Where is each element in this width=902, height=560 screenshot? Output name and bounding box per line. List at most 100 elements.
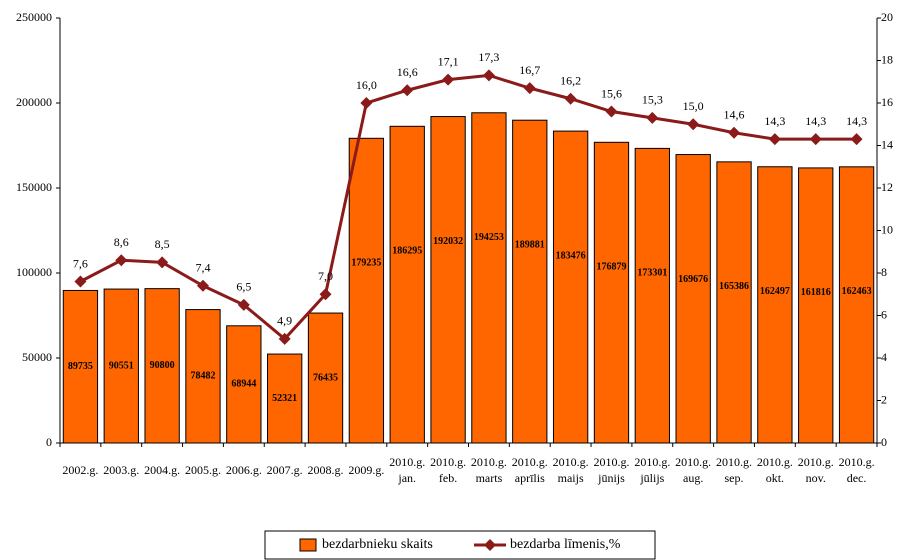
x-tick-label-line: aug. (683, 471, 703, 485)
bar-value-label: 176879 (596, 262, 626, 273)
bar (389, 125, 425, 444)
bar-value-label: 89735 (68, 361, 93, 372)
x-tick-label: 2005.g. (185, 463, 221, 477)
y-tick-label: 100000 (16, 265, 52, 279)
y-tick-label: 0 (46, 435, 52, 449)
line-value-label: 8,6 (114, 235, 129, 249)
bar-value-label: 76435 (313, 372, 338, 383)
x-tick-label-line: 2010.g. (675, 455, 711, 469)
line-marker (523, 82, 536, 95)
line-value-label: 14,3 (764, 114, 785, 128)
bar (267, 353, 303, 444)
bar (62, 289, 99, 444)
line-value-label: 16,0 (356, 78, 377, 92)
y-tick-label: 50000 (22, 350, 52, 364)
line-marker (564, 92, 577, 105)
bar-value-label: 52321 (272, 393, 297, 404)
bar (103, 288, 139, 444)
bar (634, 147, 670, 444)
x-tick-label: 2004.g. (144, 463, 180, 477)
bar-value-label: 90551 (109, 360, 134, 371)
bar (430, 116, 466, 444)
x-tick-label: 2006.g. (226, 463, 262, 477)
bar-value-label: 165386 (719, 281, 749, 292)
line-value-label: 17,1 (438, 54, 459, 68)
legend-box (264, 530, 656, 560)
line-value-label: 14,3 (805, 114, 826, 128)
line-marker (442, 73, 455, 86)
bar-value-label: 162497 (760, 286, 790, 297)
bar-value-label: 68944 (231, 379, 256, 390)
line-value-label: 4,9 (277, 314, 292, 328)
x-tick-label-line: 2010.g. (512, 455, 548, 469)
y2-tick-label: 10 (881, 222, 893, 236)
x-tick-label: 2008.g. (308, 463, 344, 477)
line-marker (237, 298, 250, 311)
y2-tick-label: 2 (881, 392, 887, 406)
x-tick-label: 2010.g. jūlijs (634, 455, 670, 485)
x-tick-label-line: jūnijs (597, 471, 625, 485)
line-marker (482, 69, 495, 82)
bar (552, 130, 589, 444)
bar-value-label: 194253 (474, 232, 504, 243)
legend-marker (484, 539, 496, 551)
bar-value-label: 90800 (150, 360, 175, 371)
x-tick-label: 2010.g. maijs (553, 455, 589, 485)
line-value-label: 15,6 (601, 86, 622, 100)
legend-swatch (299, 538, 317, 552)
line-marker (196, 279, 209, 292)
y-tick-label: 250000 (16, 10, 52, 24)
x-tick-label: 2010.g. marts (471, 455, 507, 485)
bar-value-label: 173301 (637, 268, 667, 279)
line-marker (401, 84, 414, 97)
line-value-label: 16,7 (519, 63, 540, 77)
bar-value-label: 161816 (801, 287, 831, 298)
x-tick-label-line: 2010.g. (798, 455, 834, 469)
y2-tick-label: 18 (881, 52, 893, 66)
line-marker (646, 111, 659, 124)
x-tick-label: 2010.g. nov. (798, 455, 834, 485)
bar (675, 154, 711, 444)
bar (185, 309, 221, 444)
line-value-label: 7,4 (195, 261, 210, 275)
line-marker (850, 133, 863, 146)
x-tick-label-line: dec. (847, 471, 867, 485)
line-value-label: 15,3 (642, 93, 663, 107)
line (79, 73, 857, 341)
x-tick-label-line: 2010.g. (553, 455, 589, 469)
x-tick-label-line: maijs (558, 471, 584, 485)
line-marker (809, 133, 822, 146)
x-tick-label-line: 2010.g. (471, 455, 507, 469)
line-marker (768, 133, 781, 146)
x-tick-label-line: 2010.g. (716, 455, 752, 469)
line-marker (319, 288, 332, 301)
line-marker (115, 254, 128, 267)
x-tick-label-line: 2010.g. (757, 455, 793, 469)
x-tick-label-line: 2010.g. (430, 455, 466, 469)
line-value-label: 15,0 (683, 99, 704, 113)
legend-label: bezdarba līmenis,% (510, 537, 621, 552)
x-tick-label-line: okt. (766, 471, 784, 485)
x-tick-label: 2010.g. jan. (389, 455, 425, 485)
bar-value-label: 189881 (515, 239, 545, 250)
line-value-label: 7,6 (73, 256, 88, 270)
x-tick-label: 2010.g. aug. (675, 455, 711, 485)
bar (348, 137, 385, 444)
y2-tick-label: 20 (881, 10, 893, 24)
x-tick-label: 2010.g. jūnijs (593, 455, 629, 485)
bar (716, 161, 752, 444)
x-tick-label: 2010.g. aprīlis (512, 455, 548, 485)
line-marker (605, 105, 618, 118)
x-tick-label-line: jan. (397, 471, 416, 485)
bar (307, 312, 344, 444)
x-tick-label-line: sep. (725, 471, 744, 485)
x-tick-label-line: nov. (806, 471, 826, 485)
bar-value-label: 162463 (842, 286, 872, 297)
y2-tick-label: 0 (881, 435, 887, 449)
y2-tick-label: 6 (881, 307, 887, 321)
bar (798, 167, 834, 444)
bar-value-label: 78482 (190, 371, 215, 382)
x-tick-label-line: jūlijs (639, 471, 664, 485)
bar (471, 112, 507, 444)
